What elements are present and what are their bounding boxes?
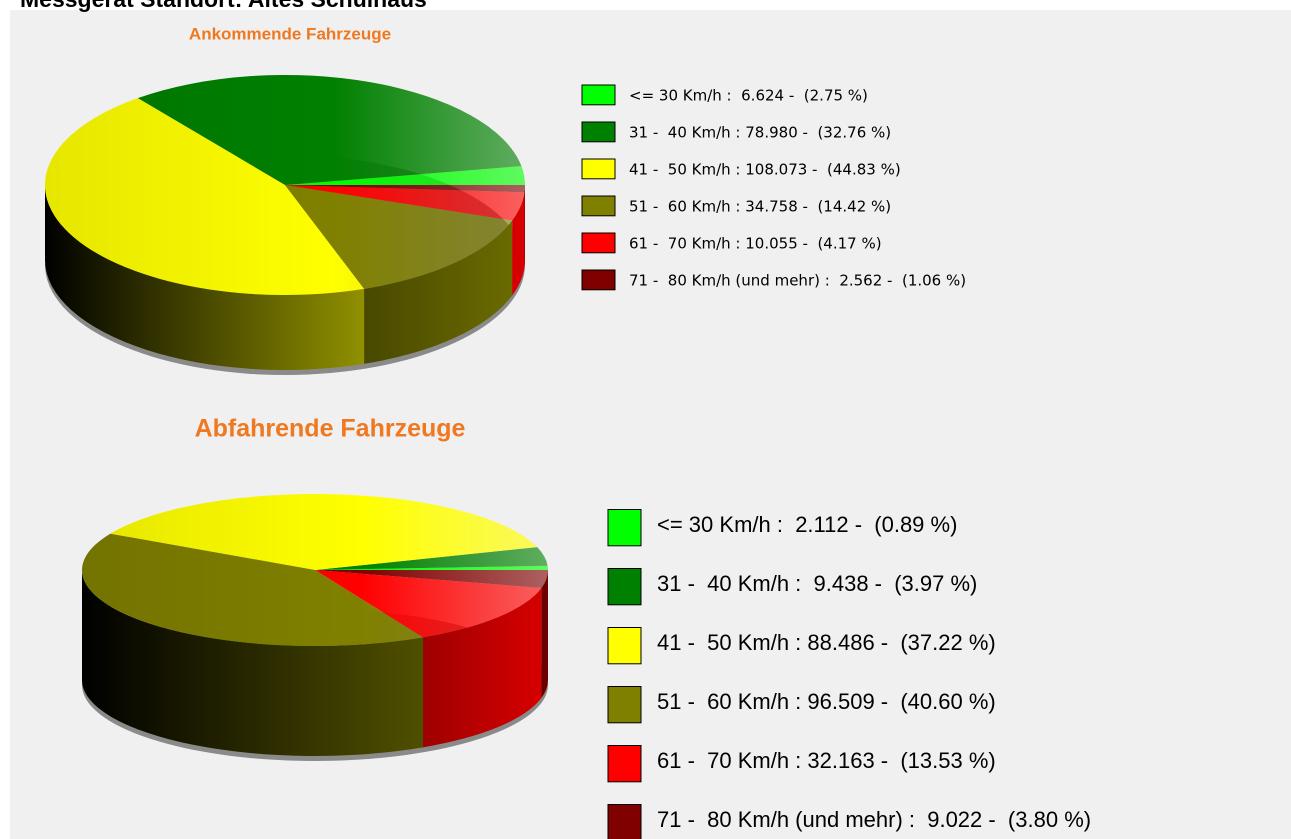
pie-slice xyxy=(45,98,365,296)
pie-slice xyxy=(315,565,548,570)
pie-slice xyxy=(315,547,548,570)
slice-side xyxy=(45,185,365,370)
pie-slice xyxy=(285,166,525,185)
legend-label: 51 - 60 Km/h : 34.758 - (14.42 %) xyxy=(629,198,891,216)
legend-swatch xyxy=(581,84,616,106)
legend-label: 61 - 70 Km/h : 32.163 - (13.53 %) xyxy=(657,748,996,773)
legend-swatch xyxy=(581,195,616,217)
legend-swatch xyxy=(607,686,642,724)
legend-label: <= 30 Km/h : 2.112 - (0.89 %) xyxy=(657,512,957,537)
legend-swatch xyxy=(581,269,616,291)
legend-swatch xyxy=(607,568,642,606)
pie-slice xyxy=(285,185,525,221)
legend-label: 61 - 70 Km/h : 10.055 - (4.17 %) xyxy=(629,235,882,253)
legend-label: 51 - 60 Km/h : 96.509 - (40.60 %) xyxy=(657,689,996,714)
page-title: Messgerät Standort: Altes Schulhaus xyxy=(20,0,427,12)
legend-swatch xyxy=(581,158,616,180)
pie-slice xyxy=(315,570,548,588)
legend-swatch xyxy=(607,627,642,665)
legend-label: 41 - 50 Km/h : 108.073 - (44.83 %) xyxy=(629,161,901,179)
legend-label: 71 - 80 Km/h (und mehr) : 9.022 - (3.80 … xyxy=(657,807,1091,832)
legend-swatch xyxy=(607,804,642,839)
legend-label: 31 - 40 Km/h : 78.980 - (32.76 %) xyxy=(629,124,891,142)
slice-side xyxy=(364,220,513,364)
legend-swatch xyxy=(607,509,642,547)
pie-slice xyxy=(81,533,424,647)
legend-label: 71 - 80 Km/h (und mehr) : 2.562 - (1.06 … xyxy=(629,272,966,290)
pie-slice xyxy=(110,494,538,570)
chart-title: Abfahrende Fahrzeuge xyxy=(195,415,466,443)
chart-title: Ankommende Fahrzeuge xyxy=(189,24,391,43)
legend-swatch xyxy=(581,121,616,143)
slice-side xyxy=(423,587,542,748)
pie-slice xyxy=(285,185,525,193)
legend-label: 31 - 40 Km/h : 9.438 - (3.97 %) xyxy=(657,571,977,596)
slice-side xyxy=(541,570,548,698)
legend-label: 41 - 50 Km/h : 88.486 - (37.22 %) xyxy=(657,630,996,655)
slice-side xyxy=(512,192,525,296)
legend-swatch xyxy=(607,745,642,783)
legend-swatch xyxy=(581,232,616,254)
slice-side xyxy=(524,185,525,268)
pie-slice xyxy=(285,185,513,289)
pie-slice xyxy=(315,570,542,638)
legend-label: <= 30 Km/h : 6.624 - (2.75 %) xyxy=(629,87,868,105)
slice-side xyxy=(82,570,424,756)
pie-slice xyxy=(137,75,522,185)
